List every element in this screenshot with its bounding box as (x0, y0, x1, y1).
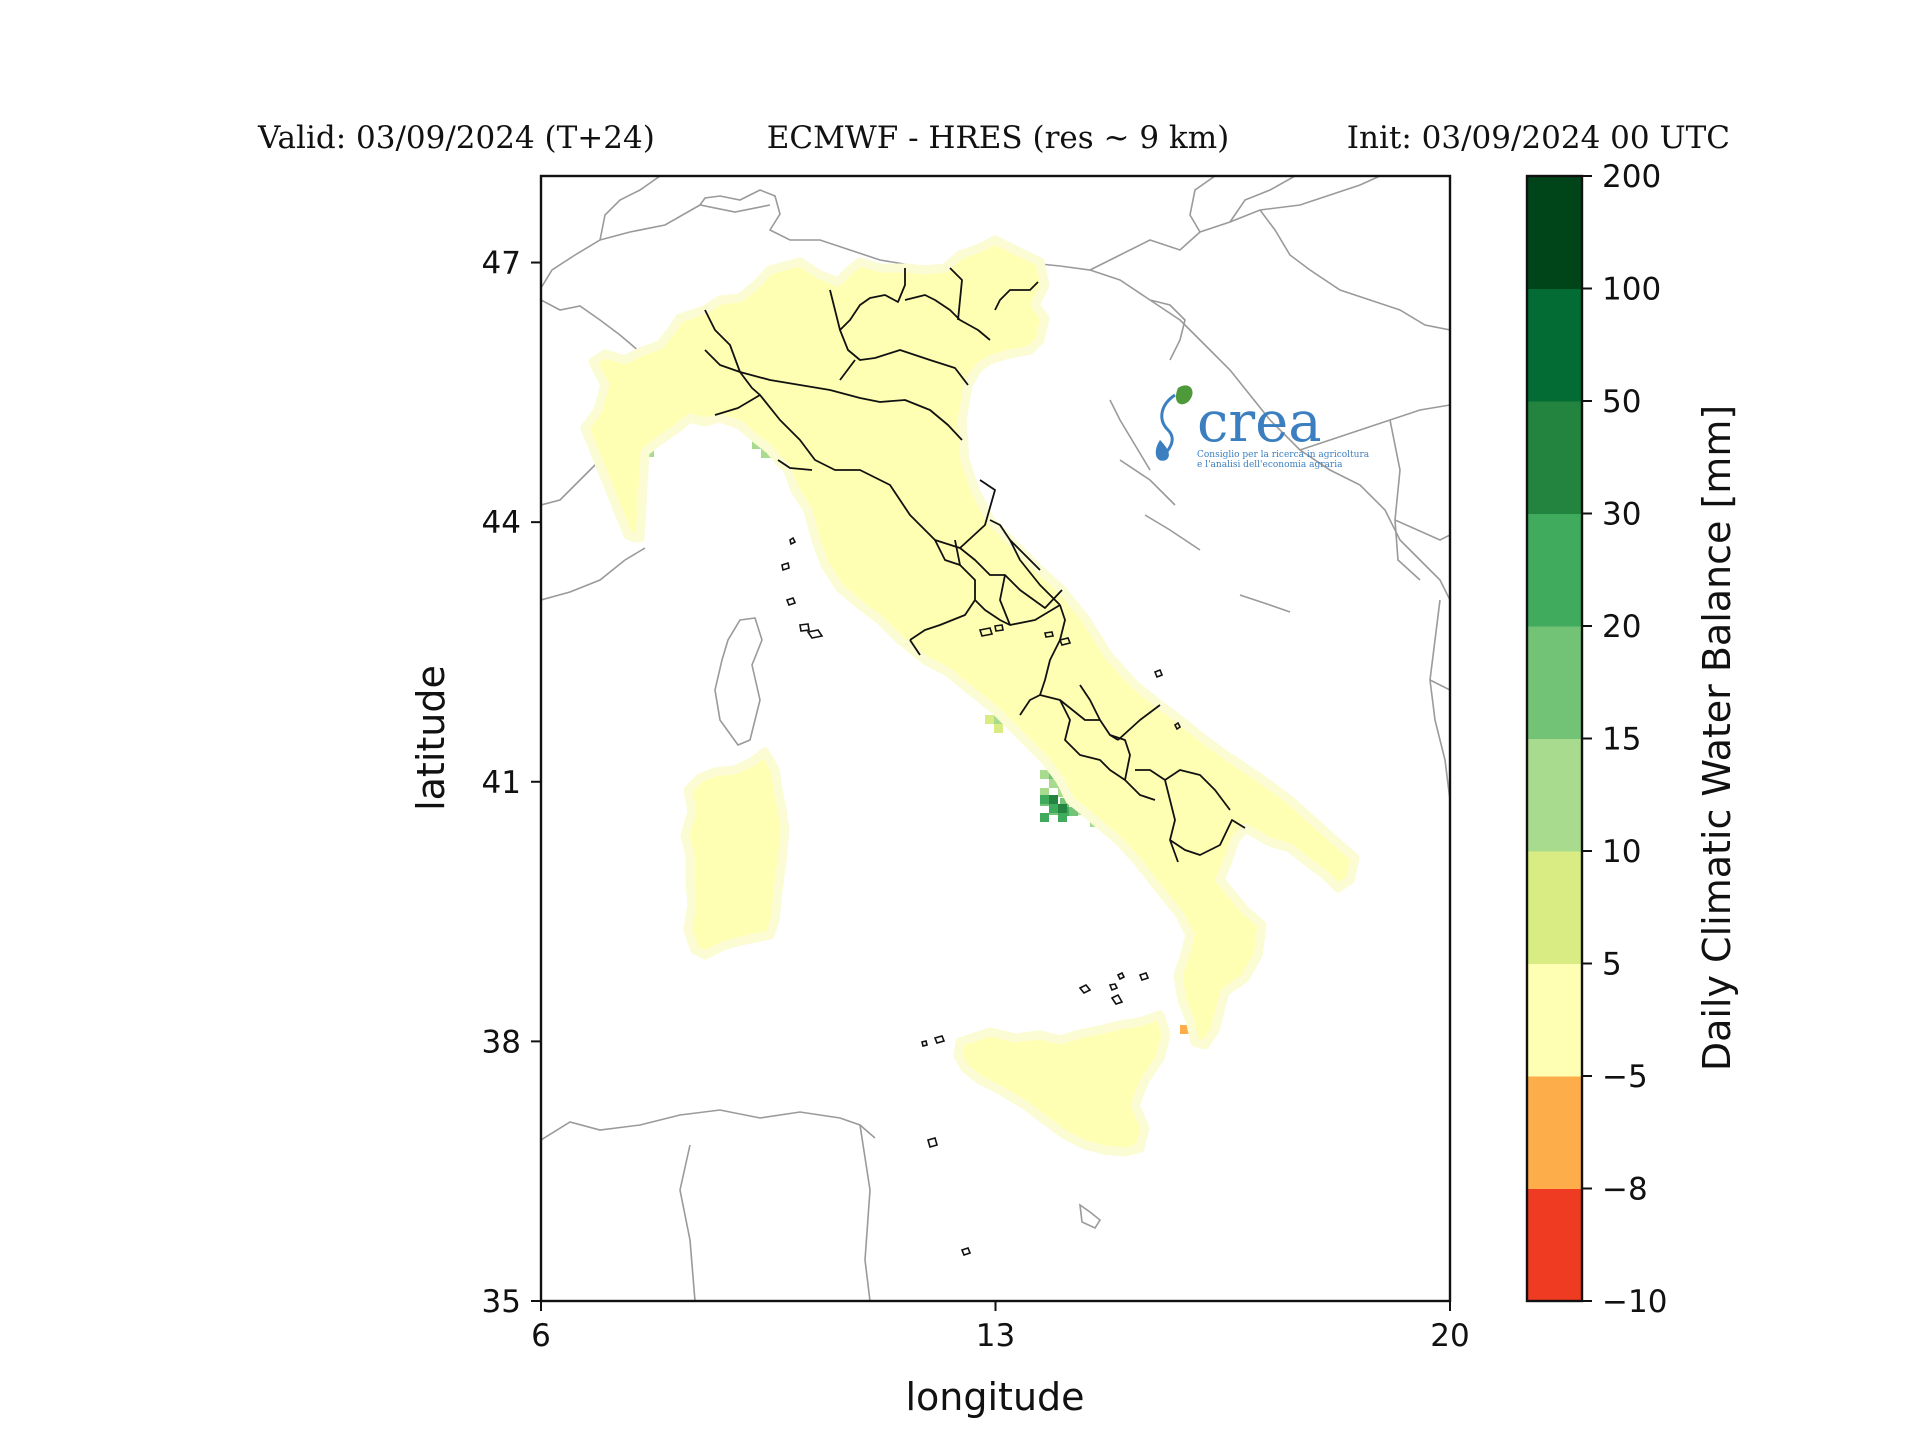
region-borders (585, 240, 1355, 1152)
wet-cell (1049, 804, 1058, 813)
x-axis: 6 13 20 (531, 1301, 1470, 1354)
wet-cell (1058, 804, 1067, 813)
model-title: ECMWF - HRES (res ~ 9 km) (767, 120, 1229, 156)
logo-leaf-icon (1175, 385, 1193, 405)
wet-cell (1060, 798, 1069, 807)
colorbar-tick-label: −10 (1602, 1284, 1667, 1320)
colorbar-bin (1527, 1076, 1582, 1189)
wet-cell (1040, 770, 1049, 779)
y-tick-label: 44 (482, 505, 521, 541)
valid-date: Valid: 03/09/2024 (T+24) (257, 120, 655, 156)
colorbar-tick-label: −8 (1602, 1172, 1648, 1208)
wet-cell (1049, 795, 1058, 804)
colorbar-bin (1527, 176, 1582, 289)
colorbar-tick-label: 15 (1602, 722, 1641, 758)
colorbar-tick-label: 10 (1602, 834, 1641, 870)
wet-cell (1069, 807, 1078, 816)
logo-wordmark: crea (1197, 390, 1322, 455)
colorbar-bin (1527, 288, 1582, 402)
wet-cell (761, 449, 770, 458)
wet-cell (1040, 788, 1049, 797)
small-islands (781, 536, 1182, 1256)
colorbar-bin (1527, 738, 1582, 852)
colorbar-bin (1527, 1188, 1582, 1302)
wet-cell (985, 715, 994, 724)
crea-logo: crea Consiglio per la ricerca in agricol… (1155, 385, 1370, 470)
y-axis: 35 38 41 44 47 (482, 246, 541, 1320)
colorbar-tick-label: 20 (1602, 609, 1641, 645)
wet-cell (1049, 779, 1058, 788)
logo-subtitle-line1: Consiglio per la ricerca in agricoltura (1197, 450, 1370, 460)
y-axis-label: latitude (409, 665, 453, 811)
colorbar-tick-label: 30 (1602, 497, 1641, 533)
colorbar-bin (1527, 851, 1582, 964)
colorbar-tick-label: 50 (1602, 384, 1641, 420)
wet-cell (994, 724, 1003, 733)
wet-cell (1040, 813, 1049, 822)
colorbar-bin (1527, 513, 1582, 627)
y-tick-label: 41 (482, 765, 521, 801)
x-tick-label: 13 (976, 1318, 1015, 1354)
colorbar-bin (1527, 401, 1582, 514)
colorbar-tick-label: 200 (1602, 159, 1661, 195)
y-tick-label: 38 (482, 1024, 521, 1060)
colorbar-tick-label: −5 (1602, 1059, 1648, 1095)
dry-cell (1180, 1025, 1189, 1034)
colorbar-tick-label: 100 (1602, 272, 1661, 308)
colorbar-bin (1527, 963, 1582, 1077)
neighbor-borders (541, 176, 1450, 1301)
colorbar-tick-label: 5 (1602, 947, 1622, 983)
map-panel: crea Consiglio per la ricerca in agricol… (539, 174, 1452, 1303)
y-tick-label: 35 (482, 1284, 521, 1320)
logo-drop-icon (1155, 440, 1169, 461)
x-axis-label: longitude (905, 1375, 1084, 1419)
y-tick-label: 47 (482, 246, 521, 282)
colorbar-label: Daily Climatic Water Balance [mm] (1695, 405, 1739, 1071)
wet-cell (1040, 795, 1049, 804)
logo-subtitle-line2: e l'analisi dell'economia agraria (1197, 460, 1343, 470)
colorbar: −10 −8 −5 5 10 15 20 30 50 100 200 (1525, 159, 1667, 1320)
x-tick-label: 20 (1430, 1318, 1469, 1354)
colorbar-bin (1527, 626, 1582, 739)
wet-cell (1058, 813, 1067, 822)
init-date: Init: 03/09/2024 00 UTC (1347, 120, 1730, 156)
x-tick-label: 6 (531, 1318, 551, 1354)
